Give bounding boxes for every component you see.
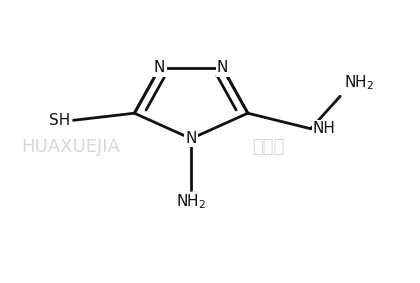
Text: N: N [154,60,165,76]
Text: N: N [217,60,228,76]
Text: N: N [185,131,197,146]
Text: HUAXUEJIA: HUAXUEJIA [21,138,120,156]
Text: SH: SH [49,113,70,128]
Text: NH: NH [313,121,336,136]
Text: 化学加: 化学加 [252,138,284,156]
Text: NH$_2$: NH$_2$ [176,192,206,211]
Text: NH$_2$: NH$_2$ [344,73,374,92]
